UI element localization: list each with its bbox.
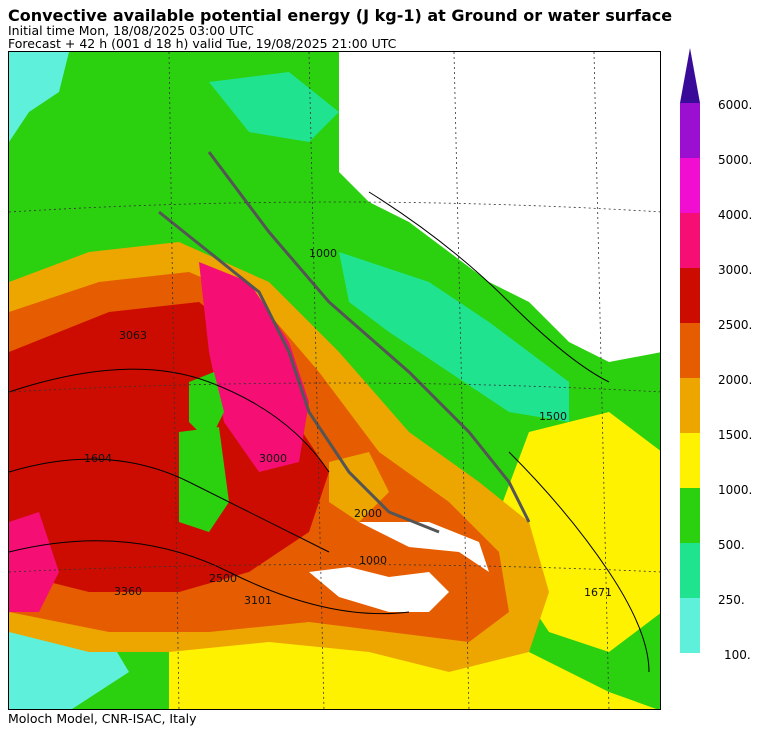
coastline-italy (158, 210, 440, 534)
cape-100-patch (9, 52, 69, 142)
legend-label: 2500. (718, 318, 753, 332)
contour-label: 2000 (354, 507, 382, 520)
legend-swatch (680, 323, 700, 378)
legend-swatch (680, 488, 700, 543)
island-corsica (189, 372, 224, 442)
cape-map-canvas: 1000 1500 2000 2500 3000 3360 3101 1604 … (9, 52, 660, 709)
cape-map: 1000 1500 2000 2500 3000 3360 3101 1604 … (8, 51, 661, 710)
legend-label: 6000. (718, 98, 753, 112)
initial-time: Initial time Mon, 18/08/2025 03:00 UTC (8, 23, 254, 38)
cape-1500-patch (329, 452, 389, 522)
contour-label: 3063 (119, 329, 147, 342)
cape-250-patch (209, 72, 339, 142)
contour-label: 3360 (114, 585, 142, 598)
legend-swatch (680, 433, 700, 488)
forecast-valid-time: Forecast + 42 h (001 d 18 h) valid Tue, … (8, 36, 397, 51)
color-legend: 6000. 5000. 4000. 3000. 2500. 2000. 1500. 1000.… (676, 48, 760, 668)
coastline-adriatic (207, 151, 531, 523)
legend-swatch (680, 543, 700, 598)
contour-line (9, 540, 410, 615)
contour-line (508, 451, 650, 673)
legend-label: 5000. (718, 153, 753, 167)
island-sardinia (179, 427, 229, 532)
legend-arrow-top (680, 48, 700, 103)
legend-label: 4000. (718, 208, 753, 222)
land-southern-italy (359, 522, 489, 572)
contour-line (368, 191, 610, 383)
legend-label: 500. (718, 538, 745, 552)
cape-250-band (339, 252, 569, 422)
legend-label: 100. (724, 648, 751, 662)
legend-swatch (680, 103, 700, 158)
contour-label: 3101 (244, 594, 272, 607)
contour-label: 1000 (309, 247, 337, 260)
legend-label: 1000. (718, 483, 753, 497)
legend-label: 1500. (718, 428, 753, 442)
contour-label: 1500 (539, 410, 567, 423)
contour-label: 1000 (359, 554, 387, 567)
legend-swatch (680, 598, 700, 653)
legend-swatch (680, 378, 700, 433)
legend-label: 250. (718, 593, 745, 607)
contour-label: 1604 (84, 452, 112, 465)
map-title: Convective available potential energy (J… (8, 6, 673, 25)
contour-label: 2500 (209, 572, 237, 585)
legend-swatches (680, 103, 700, 653)
legend-colorbar (680, 48, 700, 653)
graticule (9, 52, 660, 709)
contour-label: 1671 (584, 586, 612, 599)
low-cape-region-northeast (339, 52, 660, 362)
legend-swatch (680, 158, 700, 213)
legend-swatch (680, 213, 700, 268)
contour-label: 3000 (259, 452, 287, 465)
cape-3000-region (199, 262, 309, 472)
legend-label: 3000. (718, 263, 753, 277)
contour-line (9, 458, 330, 553)
legend-label: 2000. (718, 373, 753, 387)
island-sicily (309, 567, 449, 612)
model-credit: Moloch Model, CNR-ISAC, Italy (8, 711, 197, 726)
legend-swatch (680, 268, 700, 323)
contour-line (9, 368, 330, 473)
cape-3000-patch (9, 512, 59, 612)
